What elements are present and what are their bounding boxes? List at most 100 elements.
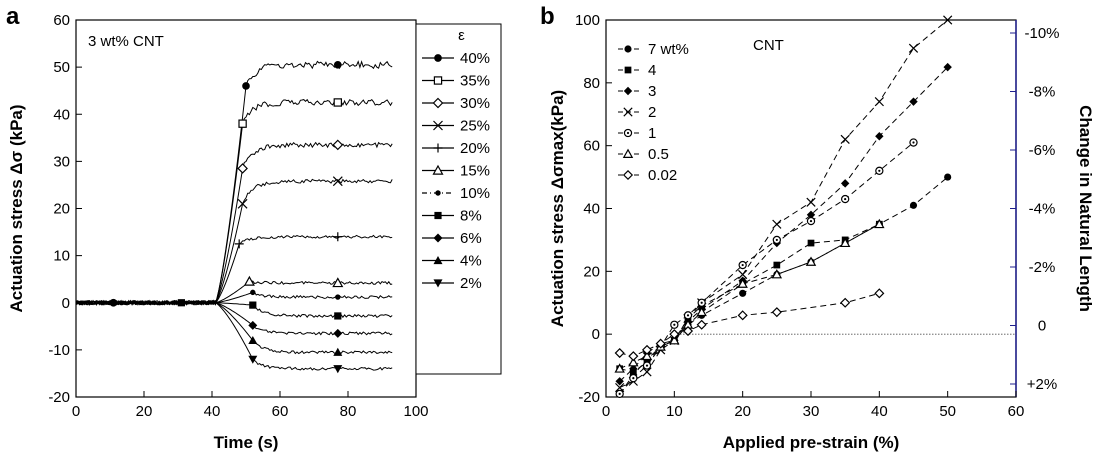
y-tick-label-a: 50 [53, 59, 70, 76]
y2-tick-label-b: -6% [1029, 142, 1056, 159]
y-tick-label-a: 60 [53, 12, 70, 29]
data-point-b [806, 210, 816, 219]
x-tick-label-b: 40 [871, 403, 888, 420]
series-marker-a [332, 139, 344, 151]
data-point-b [943, 15, 953, 25]
y2-tick-label-b: -8% [1029, 84, 1056, 101]
legend-marker-a [434, 54, 442, 62]
legend-title-a: ε [458, 27, 465, 44]
data-point-b [807, 239, 815, 247]
y-tick-label-b: 20 [583, 263, 600, 280]
legend-box-a [415, 23, 502, 375]
data-point-b [771, 269, 783, 279]
data-point-b [771, 307, 782, 318]
series-marker-a [335, 294, 341, 300]
data-point-b [682, 325, 694, 337]
legend-label-b: 4 [648, 62, 656, 79]
series-line-a-30pct [75, 141, 393, 306]
y2-tick-label-b: -2% [1029, 259, 1056, 276]
series-line-a-2pct [75, 299, 393, 371]
y-axis-label-a: Actuation stress Δσ (kPa) [7, 104, 26, 312]
y-tick-label-a: -10 [48, 342, 70, 359]
marker-center-dot [809, 219, 813, 223]
legend-marker-a [434, 211, 442, 220]
legend-label-a: 4% [460, 253, 482, 270]
legend-marker-a [433, 256, 443, 265]
legend-marker-a [433, 279, 443, 288]
y-tick-label-a: 30 [53, 153, 70, 170]
series-marker-a [243, 275, 255, 286]
series-line-b-5 [619, 223, 880, 370]
y2-tick-label-b: +2% [1027, 376, 1057, 393]
x-tick-label-a: 80 [340, 403, 357, 420]
y2-tick-label-b: -4% [1029, 201, 1056, 218]
y-tick-label-b: 60 [583, 138, 600, 155]
legend-marker-b [624, 45, 632, 53]
data-point-b [839, 237, 851, 248]
data-point-b [670, 320, 679, 329]
marker-center-dot [686, 314, 690, 317]
series-line-b-3 [619, 19, 949, 389]
legend-marker-a [432, 164, 444, 175]
series-marker-a [332, 277, 344, 288]
data-point-b [875, 166, 884, 175]
series-marker-a [250, 289, 256, 296]
legend-marker-a [433, 120, 443, 131]
series-marker-a [333, 232, 343, 242]
legend-label-b: 1 [648, 125, 656, 142]
series-line-a-40pct [75, 60, 393, 306]
legend-label-a: 8% [460, 208, 482, 225]
x-tick-label-a: 20 [136, 403, 153, 420]
series-line-a-25pct [75, 178, 393, 306]
annotation-a: 3 wt% CNT [88, 33, 164, 50]
series-line-b-1 [619, 223, 880, 373]
series-marker-a [238, 119, 247, 128]
data-point-b [874, 97, 884, 107]
data-point-b [615, 389, 624, 399]
plot-area-b [605, 19, 1017, 398]
data-point-b [806, 216, 816, 226]
data-point-b [840, 134, 850, 145]
x-tick-label-a: 60 [272, 403, 289, 420]
data-point-b [840, 194, 850, 204]
data-point-b [805, 256, 817, 266]
x-tick-label-b: 10 [666, 403, 683, 420]
y-tick-label-b: -20 [578, 389, 600, 406]
data-point-b [629, 373, 638, 383]
legend-label-a: 15% [460, 163, 490, 180]
legend-label-b: 2 [648, 104, 656, 121]
legend-label-a: 6% [460, 230, 482, 247]
data-point-b [696, 306, 707, 317]
legend-marker-b [622, 148, 634, 158]
legend-label-a: 25% [460, 118, 490, 135]
series-line-b-0 [619, 176, 949, 395]
legend-marker-a [433, 76, 443, 85]
series-marker-a [237, 198, 248, 209]
marker-center-dot [775, 238, 778, 242]
data-point-b [614, 347, 625, 359]
legend-label-b: 0.5 [648, 146, 669, 163]
data-point-b [683, 311, 693, 320]
marker-center-dot [741, 263, 744, 267]
legend-marker-a [435, 190, 441, 196]
data-point-b [909, 138, 918, 147]
legend-marker-a [433, 143, 443, 153]
data-point-b [943, 62, 952, 72]
legend-label-a: 20% [460, 140, 490, 157]
x-tick-label-a: 0 [72, 403, 80, 420]
data-point-b [669, 329, 680, 340]
y-tick-label-b: 40 [583, 201, 600, 218]
x-tick-label-a: 100 [403, 403, 428, 420]
data-point-b [737, 278, 748, 288]
legend-marker-a [433, 233, 443, 243]
data-point-b [737, 310, 748, 321]
x-tick-label-b: 50 [939, 403, 956, 420]
series-marker-a [248, 335, 258, 345]
data-point-b [875, 132, 884, 141]
y2-tick-label-b: 0 [1038, 318, 1046, 335]
data-point-b [738, 260, 747, 270]
data-point-b [840, 297, 851, 308]
series-marker-a [237, 163, 248, 174]
series-marker-a [332, 176, 343, 187]
